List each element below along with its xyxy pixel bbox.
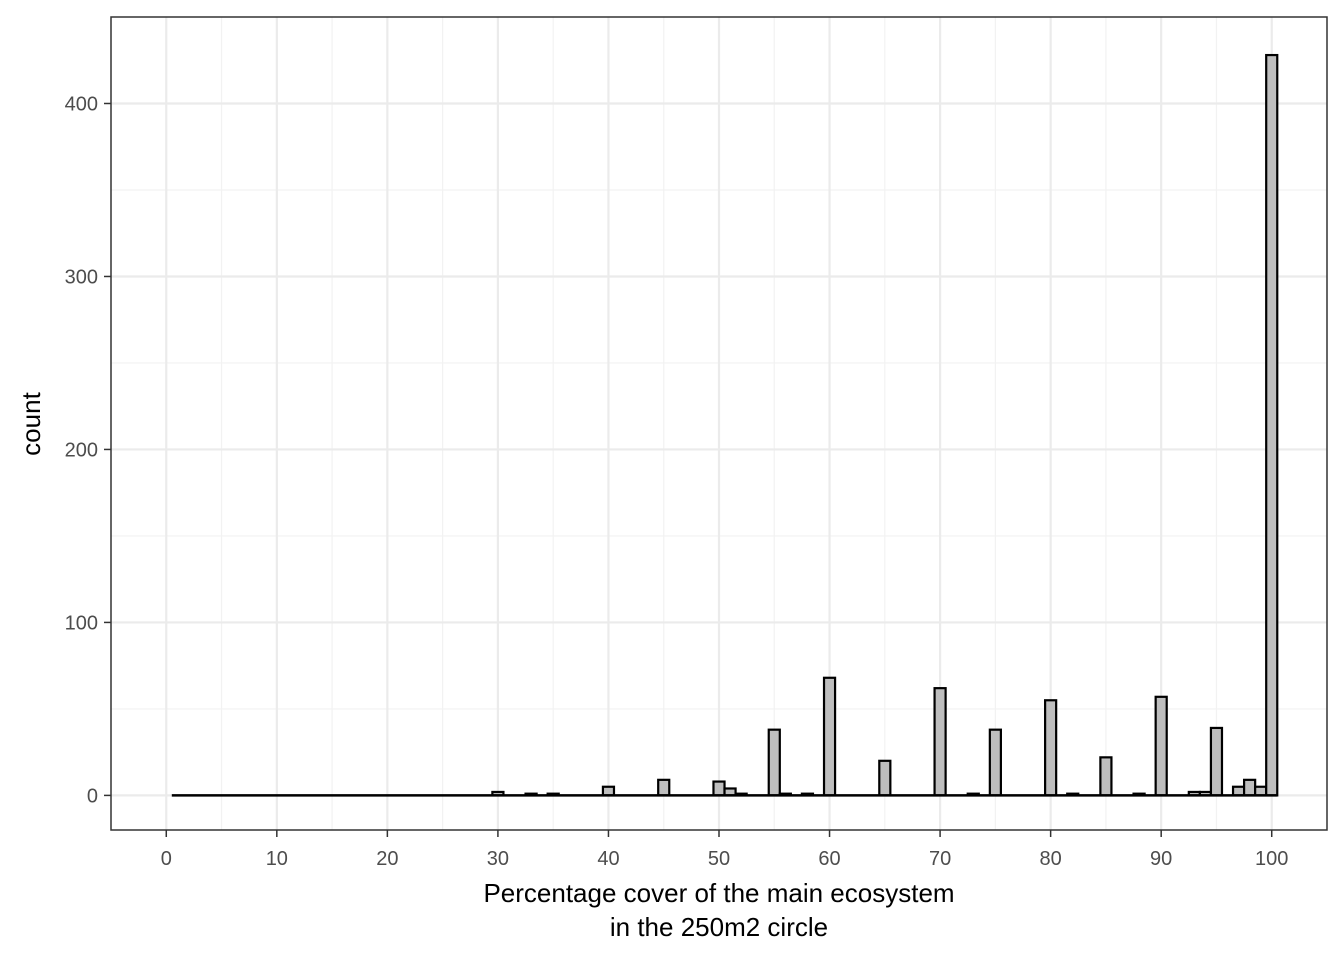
y-tick-label: 300 xyxy=(65,266,98,288)
x-tick-label: 40 xyxy=(597,848,619,870)
x-tick-label: 30 xyxy=(487,848,509,870)
histogram-bar xyxy=(1209,726,1224,797)
y-tick-label: 200 xyxy=(65,439,98,461)
y-tick-label: 400 xyxy=(65,93,98,115)
histogram-bar xyxy=(878,759,892,797)
histogram-bar xyxy=(933,687,947,797)
histogram-bar xyxy=(767,728,781,797)
x-tick-label: 60 xyxy=(818,848,840,870)
x-tick-label: 100 xyxy=(1255,848,1288,870)
x-axis-title-line-1: Percentage cover of the main ecosystem xyxy=(483,878,954,908)
x-tick-label: 50 xyxy=(708,848,730,870)
histogram-bar xyxy=(712,780,726,797)
histogram-bar xyxy=(1254,785,1268,797)
x-tick-label: 80 xyxy=(1040,848,1062,870)
y-axis-ticks: 0 100 200 300 400 xyxy=(65,93,111,807)
histogram-bar xyxy=(1154,695,1168,797)
histogram-bar xyxy=(657,778,671,797)
histogram-bar xyxy=(822,676,837,797)
x-tick-label: 70 xyxy=(929,848,951,870)
histogram-bar xyxy=(1265,53,1279,797)
x-tick-label: 0 xyxy=(161,848,172,870)
histogram-bar xyxy=(1242,778,1257,797)
x-tick-label: 10 xyxy=(266,848,288,870)
y-tick-label: 0 xyxy=(87,785,98,807)
histogram-bar xyxy=(988,728,1002,797)
histogram-bar xyxy=(601,785,616,797)
x-tick-label: 20 xyxy=(376,848,398,870)
x-axis-ticks: 0 10 20 30 40 50 60 70 80 90 100 xyxy=(161,830,1288,870)
x-axis-title-line-2: in the 250m2 circle xyxy=(610,912,828,942)
x-tick-label: 90 xyxy=(1150,848,1172,870)
y-axis-title: count xyxy=(16,391,46,455)
histogram-bar xyxy=(1044,699,1058,797)
histogram-bar xyxy=(1099,756,1113,797)
histogram-bar xyxy=(1231,785,1246,797)
y-tick-label: 100 xyxy=(65,612,98,634)
